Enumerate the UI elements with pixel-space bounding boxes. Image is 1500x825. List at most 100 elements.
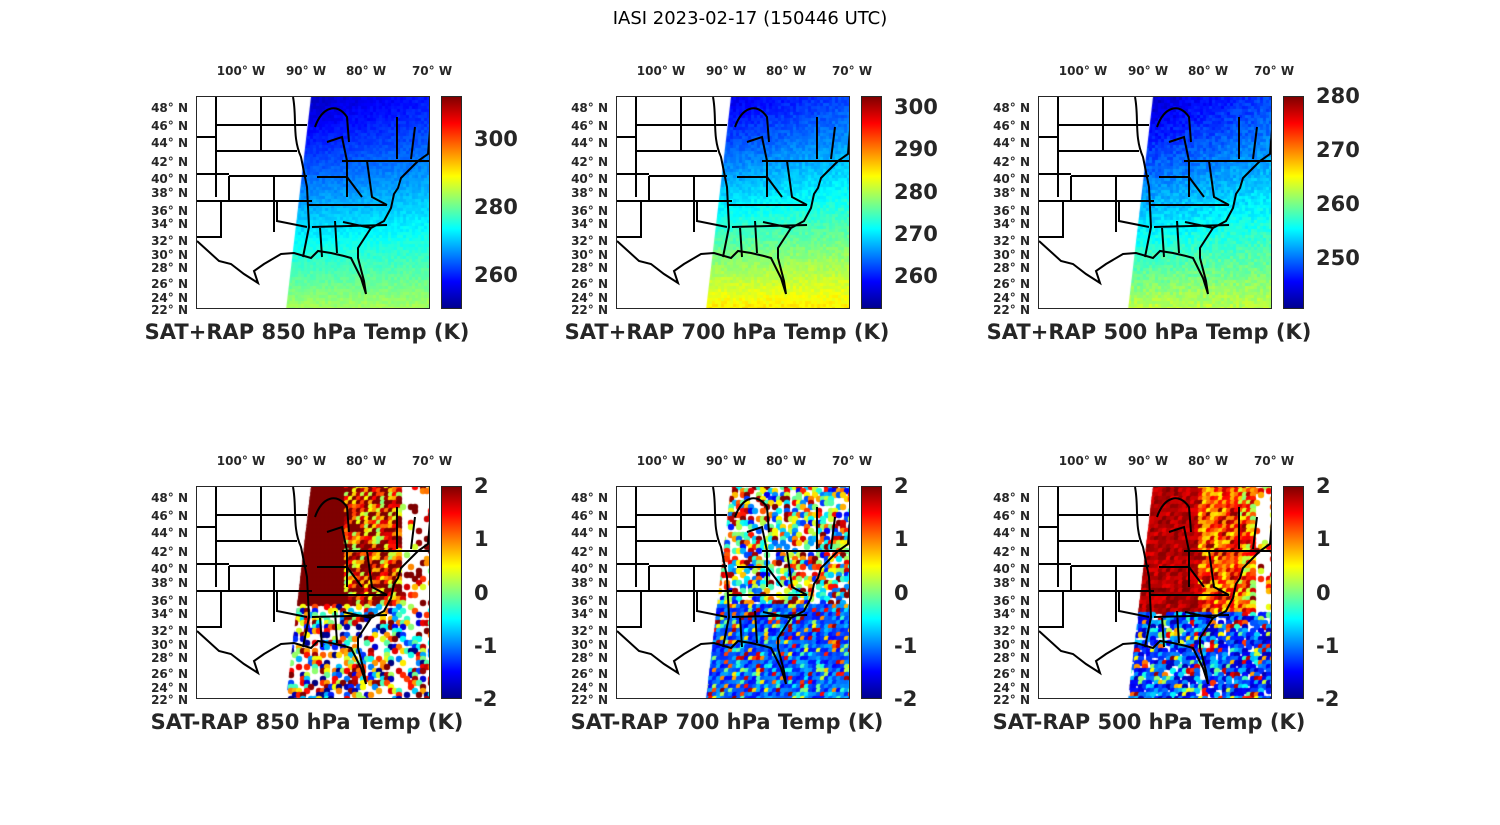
latitude-label: 46° N bbox=[571, 119, 608, 133]
latitude-label: 28° N bbox=[571, 261, 608, 275]
latitude-label: 28° N bbox=[151, 651, 188, 665]
state-borders bbox=[197, 487, 429, 648]
colorbar-tick-label: 280 bbox=[474, 194, 518, 219]
colorbar-tick-label: 0 bbox=[1316, 580, 1331, 605]
colorbar-tick-label: -1 bbox=[474, 633, 498, 658]
colorbar-tick-label: -1 bbox=[894, 633, 918, 658]
latitude-label: 36° N bbox=[571, 594, 608, 608]
panel-title: SAT+RAP 850 hPa Temp (K) bbox=[144, 320, 470, 344]
colorbar-tick-label: 0 bbox=[474, 580, 489, 605]
longitude-label: 100° W bbox=[1058, 64, 1108, 78]
longitude-label: 70° W bbox=[411, 64, 453, 78]
state-borders bbox=[197, 97, 429, 258]
state-borders bbox=[617, 487, 849, 648]
colorbar-tick-label: 2 bbox=[1316, 474, 1331, 498]
figure-title: IASI 2023-02-17 (150446 UTC) bbox=[612, 8, 888, 29]
latitude-label: 36° N bbox=[151, 594, 188, 608]
panel-title: SAT-RAP 500 hPa Temp (K) bbox=[992, 710, 1306, 734]
map-boundaries bbox=[617, 487, 849, 685]
latitude-label: 36° N bbox=[993, 594, 1030, 608]
latitude-label: 34° N bbox=[993, 217, 1030, 231]
colorbar-tick-label: 260 bbox=[894, 264, 938, 289]
colorbar-tick-label: 290 bbox=[894, 137, 938, 162]
latitude-label: 26° N bbox=[151, 277, 188, 291]
colorbar-tick-label: 270 bbox=[1316, 137, 1360, 162]
longitude-label: 90° W bbox=[705, 454, 747, 468]
latitude-label: 26° N bbox=[151, 667, 188, 681]
colorbar-tick-label: -2 bbox=[474, 687, 498, 711]
colorbar-tick-label: 1 bbox=[474, 527, 489, 552]
map-boundaries bbox=[1039, 487, 1271, 685]
colorbar bbox=[1283, 96, 1304, 309]
latitude-label: 44° N bbox=[571, 526, 608, 540]
latitude-label: 46° N bbox=[993, 119, 1030, 133]
latitude-label: 48° N bbox=[151, 491, 188, 505]
latitude-label: 38° N bbox=[571, 186, 608, 200]
colorbar-tick-label: -2 bbox=[1316, 687, 1340, 711]
colorbar-tick-label: 2 bbox=[894, 474, 909, 498]
colorbar-tick-label: 260 bbox=[1316, 191, 1360, 216]
latitude-label: 30° N bbox=[151, 248, 188, 262]
map-axes bbox=[1038, 96, 1272, 309]
coastline bbox=[617, 519, 849, 685]
latitude-label: 28° N bbox=[993, 651, 1030, 665]
latitude-label: 40° N bbox=[151, 562, 188, 576]
coastline bbox=[617, 129, 849, 295]
latitude-label: 24° N bbox=[571, 291, 608, 305]
latitude-label: 32° N bbox=[993, 234, 1030, 248]
longitude-label: 100° W bbox=[216, 64, 266, 78]
map-axes bbox=[196, 486, 430, 699]
map-boundaries bbox=[1039, 97, 1271, 295]
latitude-label: 40° N bbox=[151, 172, 188, 186]
colorbar-tick-label: 250 bbox=[1316, 245, 1360, 270]
longitude-label: 100° W bbox=[636, 454, 686, 468]
colorbar-tick-label: 270 bbox=[894, 221, 938, 246]
latitude-label: 44° N bbox=[571, 136, 608, 150]
latitude-label: 24° N bbox=[993, 291, 1030, 305]
colorbar bbox=[861, 96, 882, 309]
longitude-label: 100° W bbox=[216, 454, 266, 468]
longitude-label: 70° W bbox=[1253, 454, 1295, 468]
coastline bbox=[1039, 129, 1271, 295]
panel-title: SAT+RAP 700 hPa Temp (K) bbox=[564, 320, 890, 344]
latitude-label: 34° N bbox=[571, 217, 608, 231]
latitude-label: 36° N bbox=[993, 204, 1030, 218]
longitude-label: 70° W bbox=[411, 454, 453, 468]
latitude-label: 26° N bbox=[571, 277, 608, 291]
coastline bbox=[197, 129, 429, 295]
latitude-label: 32° N bbox=[571, 624, 608, 638]
state-borders bbox=[1039, 487, 1271, 648]
colorbar-tick-label: 2 bbox=[474, 474, 489, 498]
latitude-label: 22° N bbox=[571, 693, 608, 707]
latitude-label: 22° N bbox=[993, 303, 1030, 317]
latitude-label: 40° N bbox=[571, 562, 608, 576]
latitude-label: 38° N bbox=[151, 576, 188, 590]
longitude-label: 70° W bbox=[831, 64, 873, 78]
data-field bbox=[617, 97, 849, 308]
latitude-label: 40° N bbox=[993, 562, 1030, 576]
state-borders bbox=[617, 97, 849, 258]
data-field bbox=[1039, 97, 1271, 308]
data-field bbox=[617, 487, 849, 698]
latitude-label: 44° N bbox=[993, 136, 1030, 150]
map-axes bbox=[616, 486, 850, 699]
data-field bbox=[1039, 487, 1271, 698]
latitude-label: 40° N bbox=[571, 172, 608, 186]
map-boundaries bbox=[617, 97, 849, 295]
latitude-label: 24° N bbox=[993, 681, 1030, 695]
latitude-label: 46° N bbox=[571, 509, 608, 523]
latitude-label: 42° N bbox=[151, 155, 188, 169]
longitude-label: 90° W bbox=[705, 64, 747, 78]
longitude-label: 80° W bbox=[1187, 64, 1229, 78]
latitude-label: 38° N bbox=[151, 186, 188, 200]
latitude-label: 26° N bbox=[571, 667, 608, 681]
latitude-label: 48° N bbox=[571, 491, 608, 505]
latitude-label: 22° N bbox=[993, 693, 1030, 707]
colorbar bbox=[1283, 486, 1304, 699]
colorbar bbox=[441, 96, 462, 309]
latitude-label: 46° N bbox=[151, 509, 188, 523]
latitude-label: 38° N bbox=[993, 576, 1030, 590]
panel-title: SAT-RAP 700 hPa Temp (K) bbox=[570, 710, 884, 734]
colorbar-tick-label: 300 bbox=[894, 94, 938, 119]
latitude-label: 32° N bbox=[571, 234, 608, 248]
